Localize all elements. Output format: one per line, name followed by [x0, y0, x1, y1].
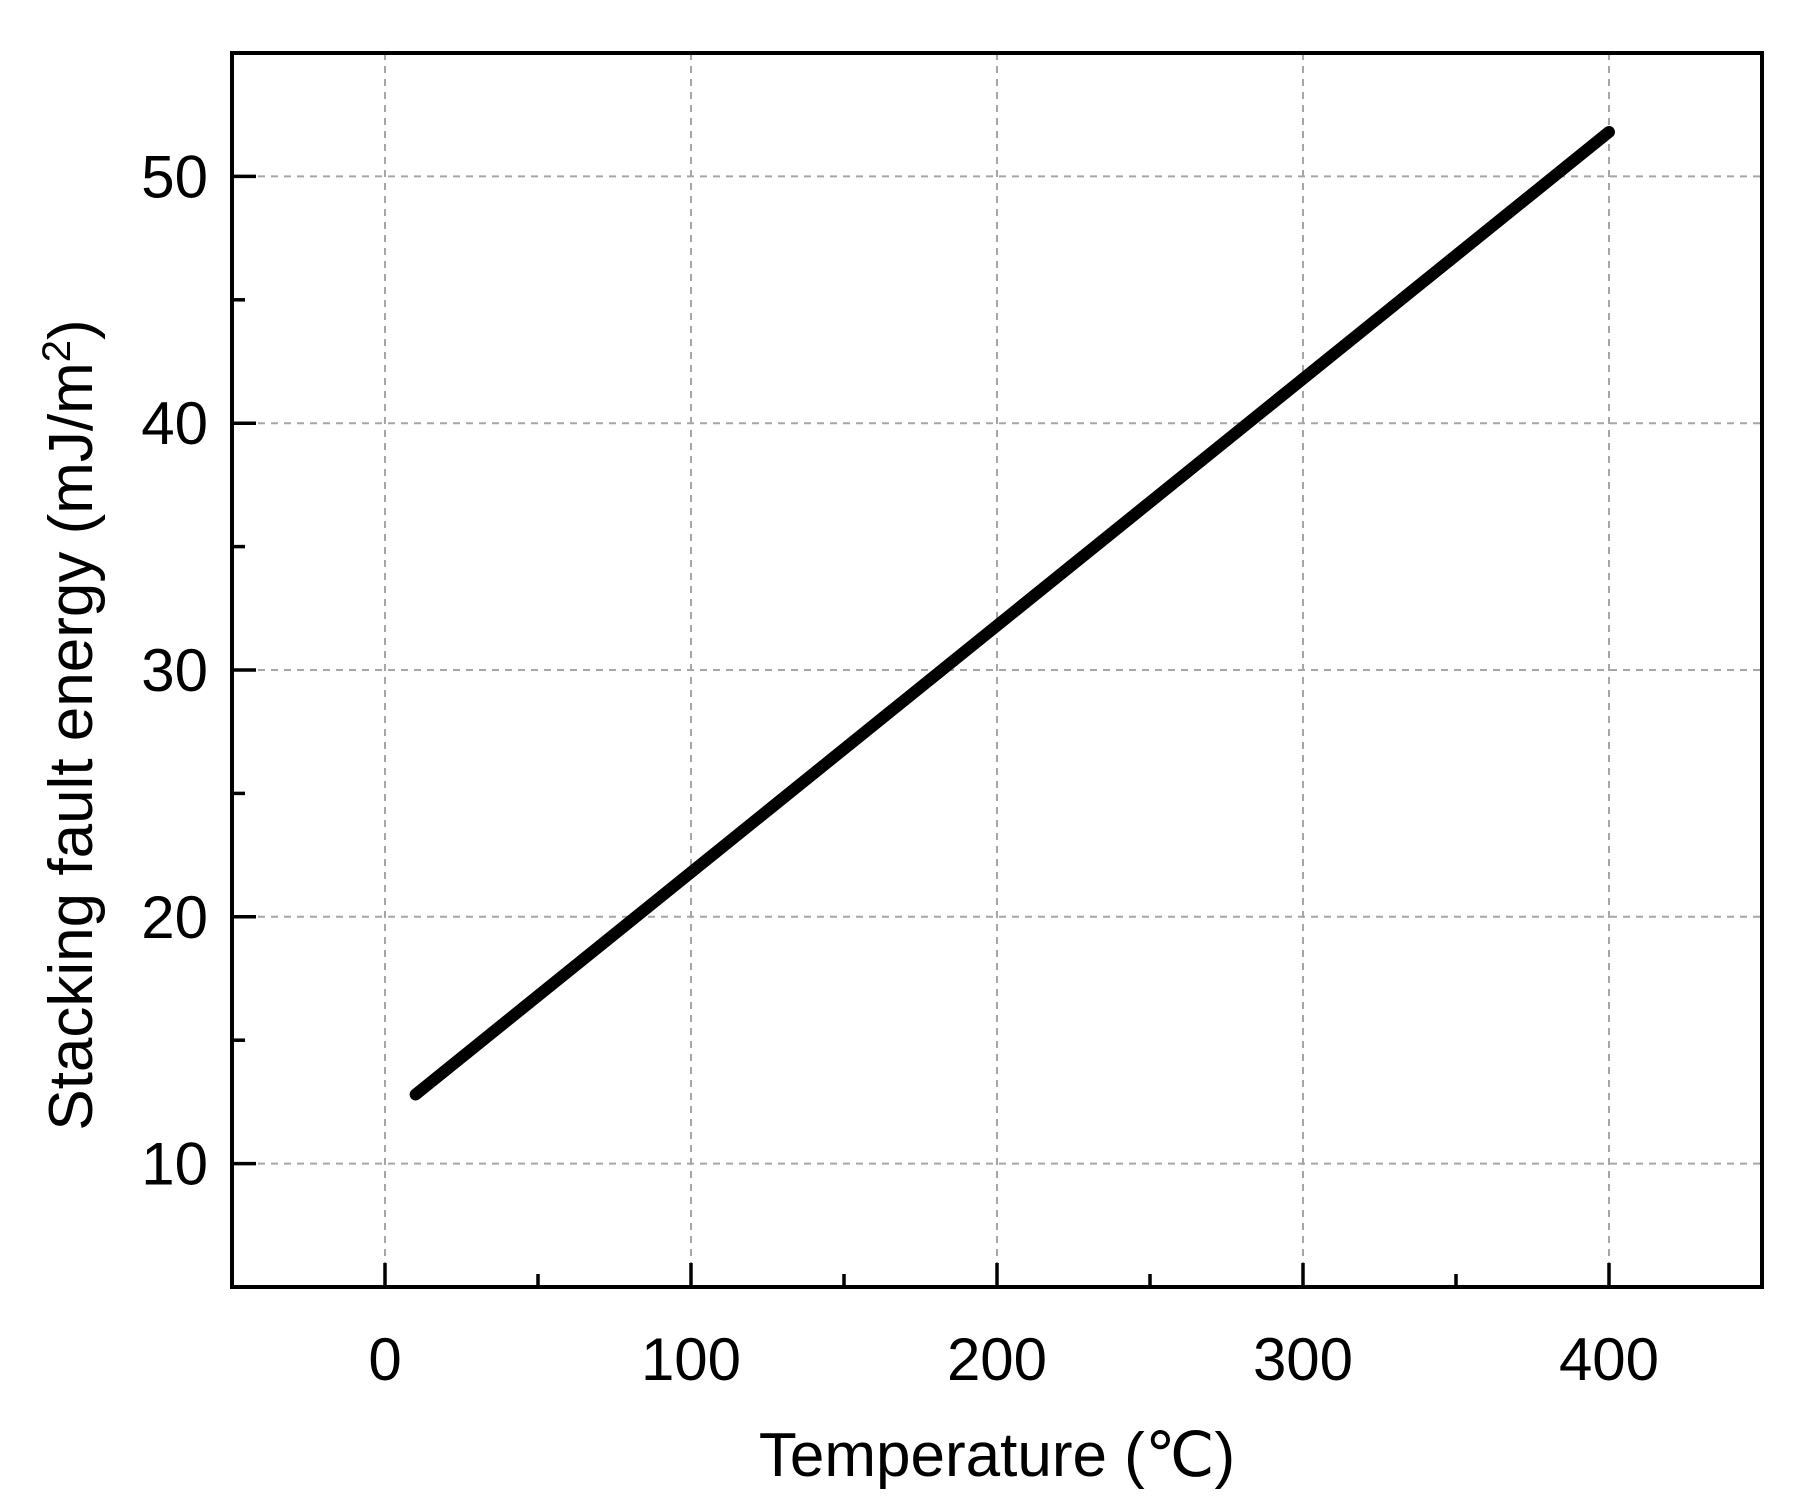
x-tick-label: 200 [947, 1326, 1047, 1393]
y-tick-label: 10 [141, 1131, 208, 1198]
y-axis-title: Stacking fault energy (mJ/m2) [35, 319, 106, 1130]
series-layer [409, 125, 1615, 1101]
tick-label-layer: 0 100 200 300 400 10 20 30 40 50 [141, 143, 1659, 1393]
x-tick-label: 0 [368, 1326, 401, 1393]
x-tick-label: 300 [1253, 1326, 1353, 1393]
x-tick-label: 400 [1559, 1326, 1659, 1393]
y-tick-label: 20 [141, 884, 208, 951]
grid-layer [232, 53, 1762, 1287]
x-tick-label: 100 [641, 1326, 741, 1393]
y-axis-title-superscript: 2 [35, 340, 79, 362]
y-tick-label: 50 [141, 143, 208, 210]
series-line [409, 125, 1615, 1101]
x-axis-title: Temperature (℃) [759, 1421, 1235, 1490]
tick-layer [232, 174, 1611, 1287]
y-tick-label: 40 [141, 390, 208, 457]
y-axis-title-main: Stacking fault energy (mJ/m [37, 362, 106, 1130]
y-tick-label: 30 [141, 637, 208, 704]
y-axis-title-close: ) [37, 319, 106, 340]
